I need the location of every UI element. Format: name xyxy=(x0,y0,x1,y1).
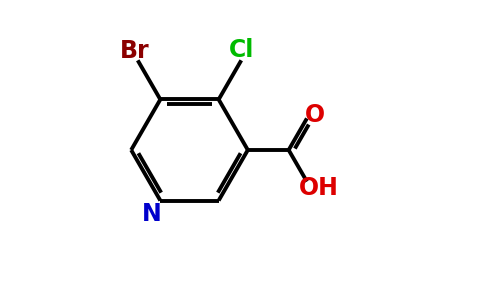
Text: O: O xyxy=(305,103,325,127)
Text: Cl: Cl xyxy=(228,38,254,62)
Text: Br: Br xyxy=(120,39,150,63)
Text: OH: OH xyxy=(299,176,338,200)
Text: N: N xyxy=(142,202,162,226)
